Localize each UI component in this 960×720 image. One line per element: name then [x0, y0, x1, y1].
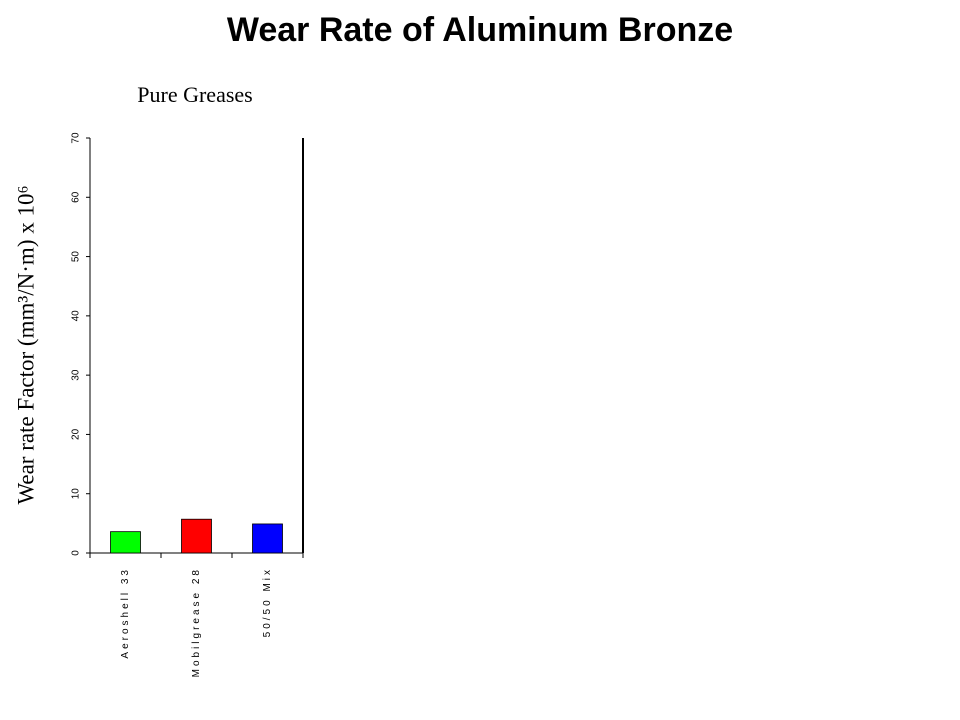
y-tick-label: 40: [71, 310, 82, 322]
y-tick-label: 50: [71, 251, 82, 263]
y-axis-label: Wear rate Factor (mm³/N·m) x 10⁶: [13, 186, 38, 505]
y-tick-label: 20: [71, 428, 82, 440]
y-tick-label: 70: [71, 132, 82, 144]
x-tick-label: Aeroshell 33: [120, 567, 131, 659]
y-tick-label: 0: [71, 550, 82, 556]
x-tick-label: 50/50 Mix: [262, 567, 273, 637]
x-tick-label: Mobilgrease 28: [191, 567, 202, 677]
bar: [181, 518, 212, 554]
y-tick-label: 60: [71, 191, 82, 203]
chart-title: Wear Rate of Aluminum Bronze: [227, 11, 733, 49]
bar: [110, 531, 141, 554]
bar: [252, 523, 283, 554]
chart-subtitle: Pure Greases: [137, 82, 252, 107]
y-tick-label: 10: [71, 488, 82, 500]
y-tick-label: 30: [71, 369, 82, 381]
